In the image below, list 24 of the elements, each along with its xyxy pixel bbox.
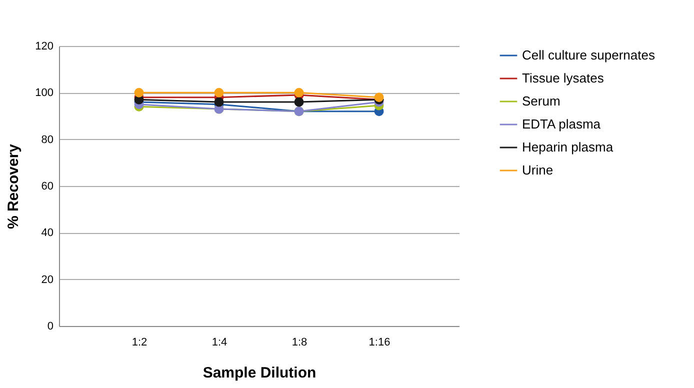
- x-tick-label: 1:2: [132, 336, 148, 348]
- y-tick-label: 60: [41, 180, 54, 192]
- y-tick-label: 100: [35, 87, 54, 100]
- y-axis-title: % Recovery: [5, 143, 22, 230]
- legend-label: Cell culture supernates: [522, 48, 656, 62]
- x-tick-label: 1:8: [292, 336, 308, 348]
- y-tick-label: 40: [41, 227, 54, 240]
- legend-label: EDTA plasma: [522, 116, 602, 132]
- x-axis-title: Sample Dilution: [202, 364, 316, 382]
- point: [134, 88, 144, 98]
- y-tick-label: 0: [47, 320, 54, 332]
- x-tick-label: 1:4: [212, 336, 228, 348]
- y-tick-label: 80: [41, 134, 54, 146]
- point: [294, 97, 304, 107]
- point: [214, 97, 224, 107]
- legend-label: Heparin plasma: [522, 140, 614, 154]
- x-tick-label: 1:16: [368, 336, 390, 348]
- legend-label: Tissue lysates: [522, 70, 604, 86]
- y-tick-label: 20: [41, 274, 54, 286]
- legend-label: Urine: [522, 162, 554, 178]
- y-tick-label: 120: [35, 40, 54, 52]
- point: [294, 88, 304, 98]
- point: [214, 88, 224, 98]
- legend-label: Serum: [522, 94, 560, 108]
